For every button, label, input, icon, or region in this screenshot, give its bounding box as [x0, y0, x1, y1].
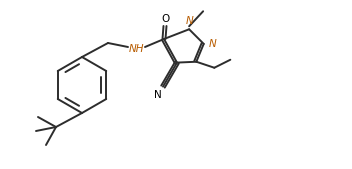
- Text: N: N: [185, 16, 193, 26]
- Text: NH: NH: [128, 44, 144, 54]
- Text: O: O: [161, 14, 169, 24]
- Text: N: N: [209, 39, 216, 49]
- Text: N: N: [154, 90, 162, 100]
